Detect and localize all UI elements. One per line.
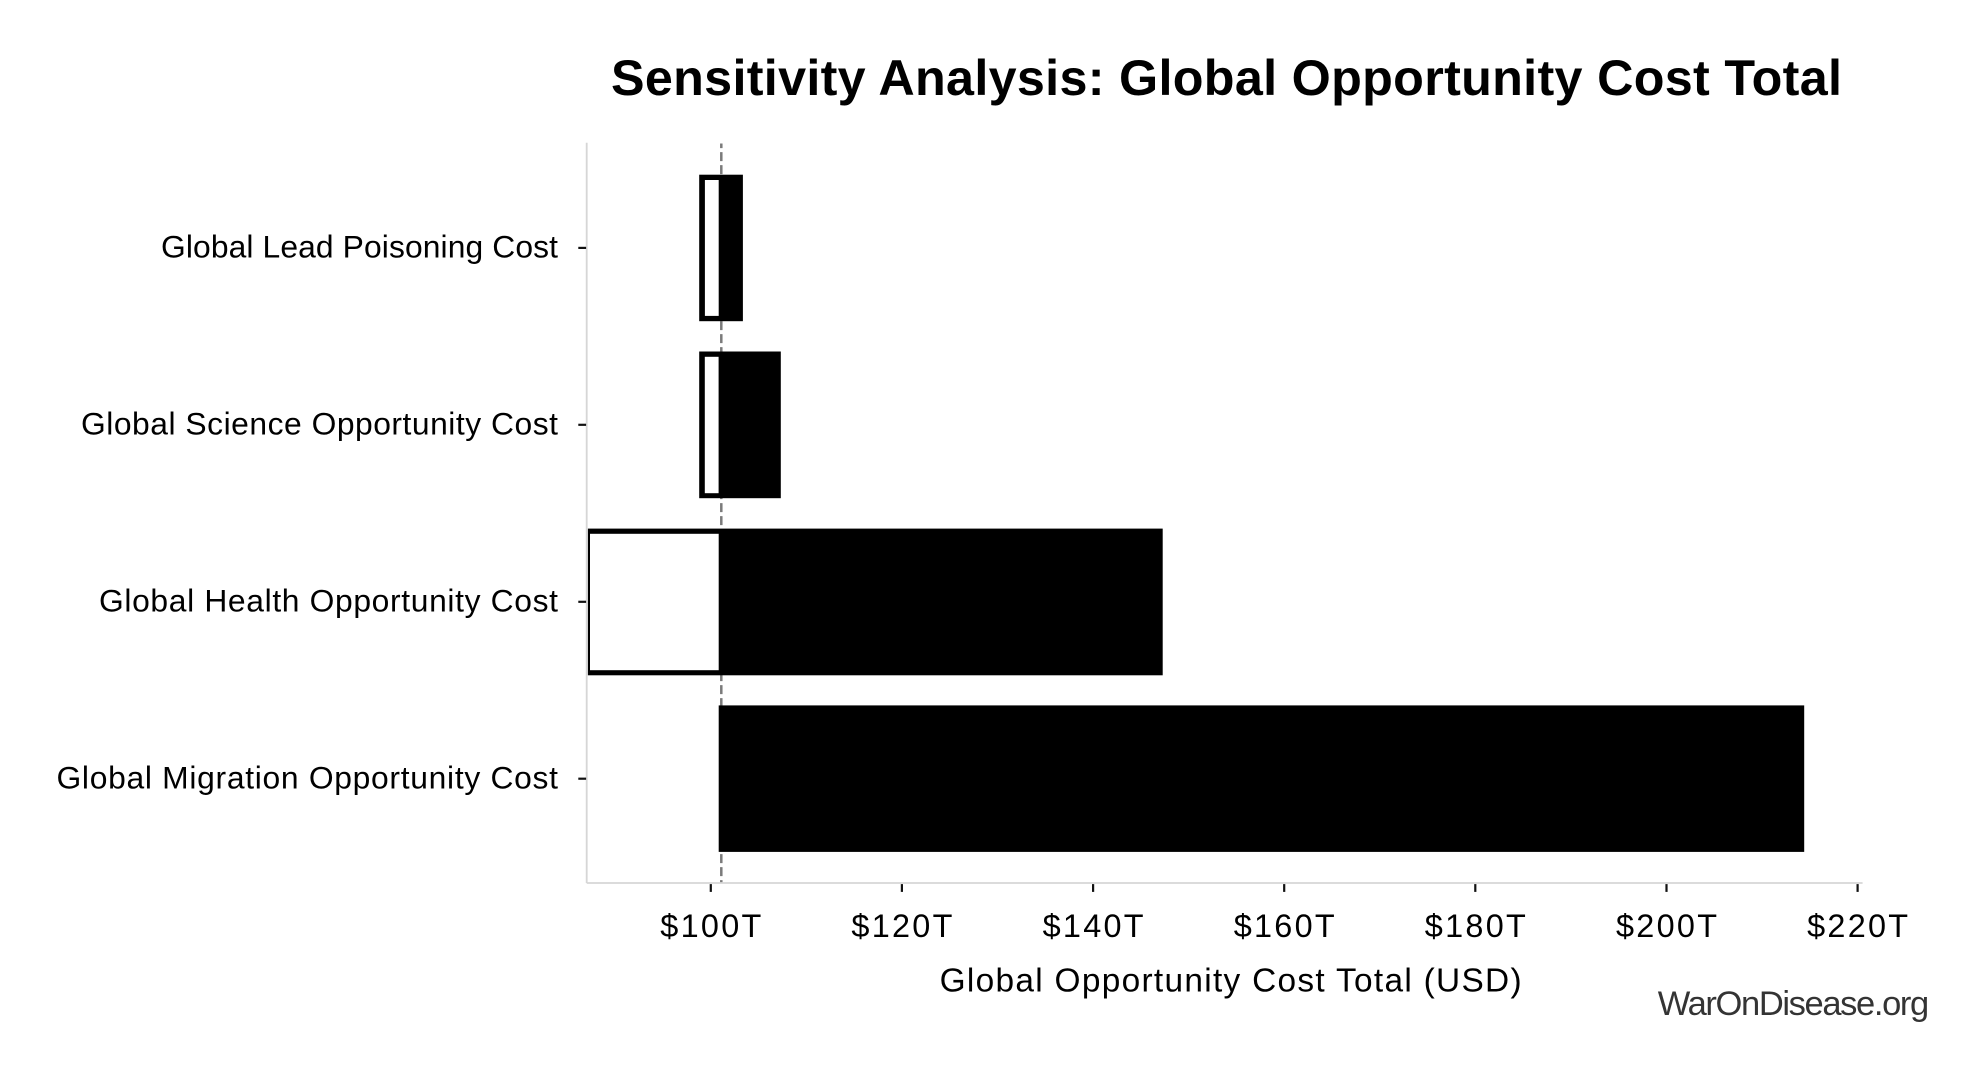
- svg-text:Global Lead Poisoning Cost: Global Lead Poisoning Cost: [161, 229, 558, 265]
- svg-text:$140T: $140T: [1043, 908, 1144, 944]
- svg-text:$180T: $180T: [1425, 908, 1526, 944]
- svg-text:Global Health Opportunity Cost: Global Health Opportunity Cost: [99, 582, 558, 618]
- svg-text:Global Migration Opportunity C: Global Migration Opportunity Cost: [57, 759, 559, 795]
- svg-text:$120T: $120T: [851, 908, 952, 944]
- svg-text:$160T: $160T: [1234, 908, 1335, 944]
- svg-text:WarOnDisease.org: WarOnDisease.org: [1658, 985, 1930, 1023]
- svg-text:$220T: $220T: [1807, 908, 1908, 944]
- svg-text:Global Opportunity Cost Total: Global Opportunity Cost Total (USD): [940, 962, 1522, 999]
- svg-text:$200T: $200T: [1616, 908, 1717, 944]
- svg-text:Sensitivity Analysis: Global O: Sensitivity Analysis: Global Opportunity…: [611, 49, 1842, 106]
- svg-text:Global Science Opportunity Cos: Global Science Opportunity Cost: [81, 405, 558, 441]
- svg-text:$100T: $100T: [660, 908, 761, 944]
